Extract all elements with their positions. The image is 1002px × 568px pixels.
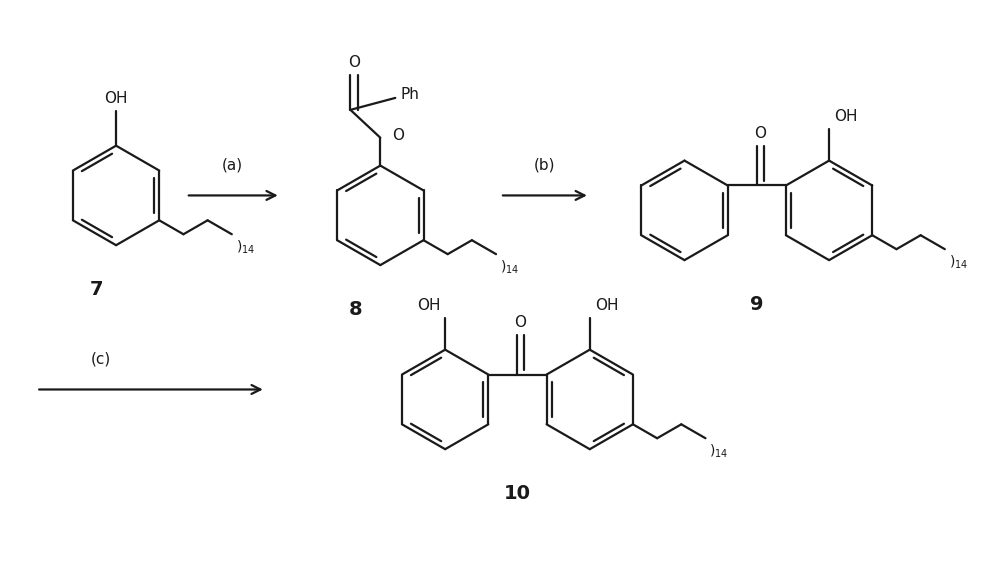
Text: 9: 9 (750, 295, 764, 314)
Text: Ph: Ph (400, 87, 419, 102)
Text: O: O (349, 55, 361, 70)
Text: O: O (514, 315, 526, 330)
Text: 10: 10 (504, 484, 531, 503)
Text: OH: OH (104, 91, 128, 106)
Text: )$_{14}$: )$_{14}$ (709, 442, 728, 460)
Text: OH: OH (595, 298, 618, 313)
Text: )$_{14}$: )$_{14}$ (235, 238, 256, 256)
Text: O: O (754, 126, 766, 141)
Text: OH: OH (417, 298, 440, 313)
Text: (b): (b) (534, 157, 556, 173)
Text: (a): (a) (222, 157, 243, 173)
Text: O: O (393, 128, 404, 143)
Text: )$_{14}$: )$_{14}$ (949, 253, 968, 270)
Text: 8: 8 (349, 300, 362, 319)
Text: )$_{14}$: )$_{14}$ (500, 258, 519, 275)
Text: (c): (c) (91, 352, 111, 366)
Text: OH: OH (834, 109, 858, 124)
Text: 7: 7 (89, 280, 103, 299)
